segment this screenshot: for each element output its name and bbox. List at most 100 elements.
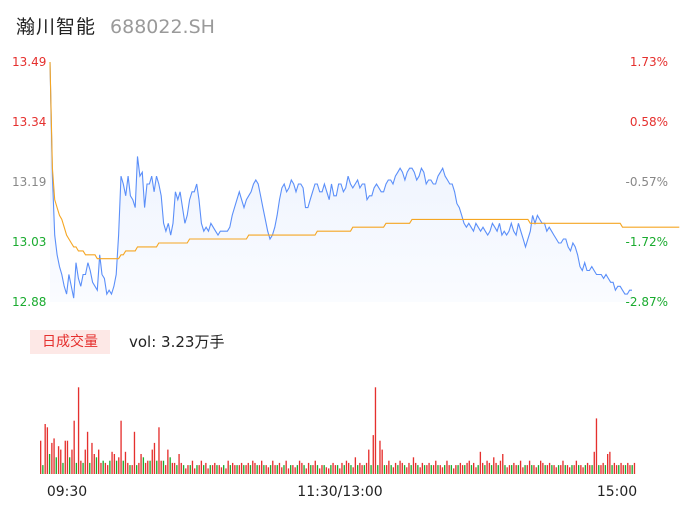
volume-bar <box>238 465 241 474</box>
volume-bar <box>591 465 593 474</box>
volume-bar <box>287 468 290 474</box>
volume-bar <box>535 467 537 474</box>
volume-bar <box>459 462 462 474</box>
volume-bar <box>314 460 316 474</box>
volume-bar <box>571 465 573 474</box>
volume-bar <box>426 465 428 474</box>
volume-bar <box>48 454 51 474</box>
volume-bar <box>399 460 401 474</box>
volume-bar <box>421 462 424 474</box>
volume-bar <box>80 460 82 474</box>
stock-code: 688022.SH <box>110 16 215 38</box>
volume-bar <box>319 468 321 474</box>
volume-bar <box>582 467 584 474</box>
volume-bar <box>470 465 473 474</box>
volume-bar <box>403 465 406 474</box>
volume-bar <box>310 465 312 474</box>
volume-bar <box>406 467 408 474</box>
volume-bar <box>629 465 631 474</box>
volume-bar <box>323 465 325 474</box>
volume-bar <box>60 449 62 474</box>
volume-bar <box>225 468 227 474</box>
y-tick-right: -0.57% <box>626 175 668 189</box>
y-tick-right: -2.87% <box>626 295 668 309</box>
volume-bar <box>281 467 283 474</box>
volume-bar <box>265 465 267 474</box>
volume-bar <box>580 465 582 474</box>
volume-bar <box>370 465 372 474</box>
volume-bar <box>75 462 78 474</box>
volume-bar <box>388 460 390 474</box>
volume-bar <box>118 457 120 474</box>
volume-bar <box>113 454 116 474</box>
volume-bar <box>191 460 194 474</box>
volume-bar <box>104 462 107 474</box>
volume-bar <box>484 465 486 474</box>
volume-bar <box>363 465 366 474</box>
volume-bar <box>341 462 343 474</box>
volume-bar <box>502 454 504 474</box>
volume-bar <box>200 460 203 474</box>
volume-bar <box>359 462 361 474</box>
volume-bar <box>390 465 392 474</box>
volume-bar <box>493 457 495 474</box>
volume-bar <box>490 465 493 474</box>
volume-bar <box>354 457 357 474</box>
volume-bar <box>144 462 147 474</box>
volume-bar <box>513 462 515 474</box>
volume-bar <box>506 467 508 474</box>
volume-bar <box>249 465 252 474</box>
volume-bar <box>548 462 551 474</box>
volume-bar <box>417 465 419 474</box>
volume-bar <box>66 440 69 474</box>
volume-bar <box>379 440 381 474</box>
volume-bar <box>198 465 200 474</box>
volume-bar <box>136 465 138 474</box>
volume-bar <box>334 465 337 474</box>
x-tick-label: 09:30 <box>47 484 87 500</box>
volume-bar <box>528 460 531 474</box>
volume-bar <box>495 462 497 474</box>
volume-bar <box>258 465 261 474</box>
volume-bar <box>633 462 636 474</box>
volume-bar <box>410 465 412 474</box>
volume-bar <box>209 465 211 474</box>
volume-bar <box>473 462 475 474</box>
volume-bar <box>290 465 292 474</box>
volume-bar <box>98 449 100 474</box>
volume-bar <box>227 460 229 474</box>
volume-bar <box>461 465 464 474</box>
volume-bar <box>412 457 415 474</box>
volume-bar <box>397 465 399 474</box>
volume-bar <box>223 465 225 474</box>
stock-name: 瀚川智能 <box>16 16 97 38</box>
volume-bar <box>147 460 149 474</box>
volume-bar <box>263 465 265 474</box>
volume-bar <box>269 465 272 474</box>
y-tick-left: 13.19 <box>12 175 46 189</box>
price-chart: 13.49 13.34 13.19 13.03 12.88 1.73% 0.58% -0.57… <box>12 55 680 309</box>
volume-bar <box>336 465 339 474</box>
volume-bar <box>455 465 457 474</box>
volume-bar <box>553 465 555 474</box>
y-tick-right: 1.73% <box>630 55 668 69</box>
volume-bar <box>345 460 348 474</box>
volume-bar <box>303 465 305 474</box>
volume-bar <box>53 438 55 474</box>
volume-bar <box>519 460 522 474</box>
volume-bar <box>180 462 182 474</box>
volume-bar <box>111 451 113 474</box>
volume-bar <box>71 449 73 474</box>
volume-bar <box>607 454 609 474</box>
volume-bar <box>162 460 165 474</box>
volume-bar <box>285 460 287 474</box>
volume-bar <box>171 462 174 474</box>
volume-bar <box>618 465 620 474</box>
volume-bar <box>604 465 607 474</box>
y-tick-left: 12.88 <box>12 295 46 309</box>
volume-bar <box>272 460 274 474</box>
volume-bar <box>365 462 368 474</box>
volume-bar <box>432 465 435 474</box>
volume-bar <box>69 457 71 474</box>
volume-tab[interactable]: 日成交量 <box>30 330 110 354</box>
